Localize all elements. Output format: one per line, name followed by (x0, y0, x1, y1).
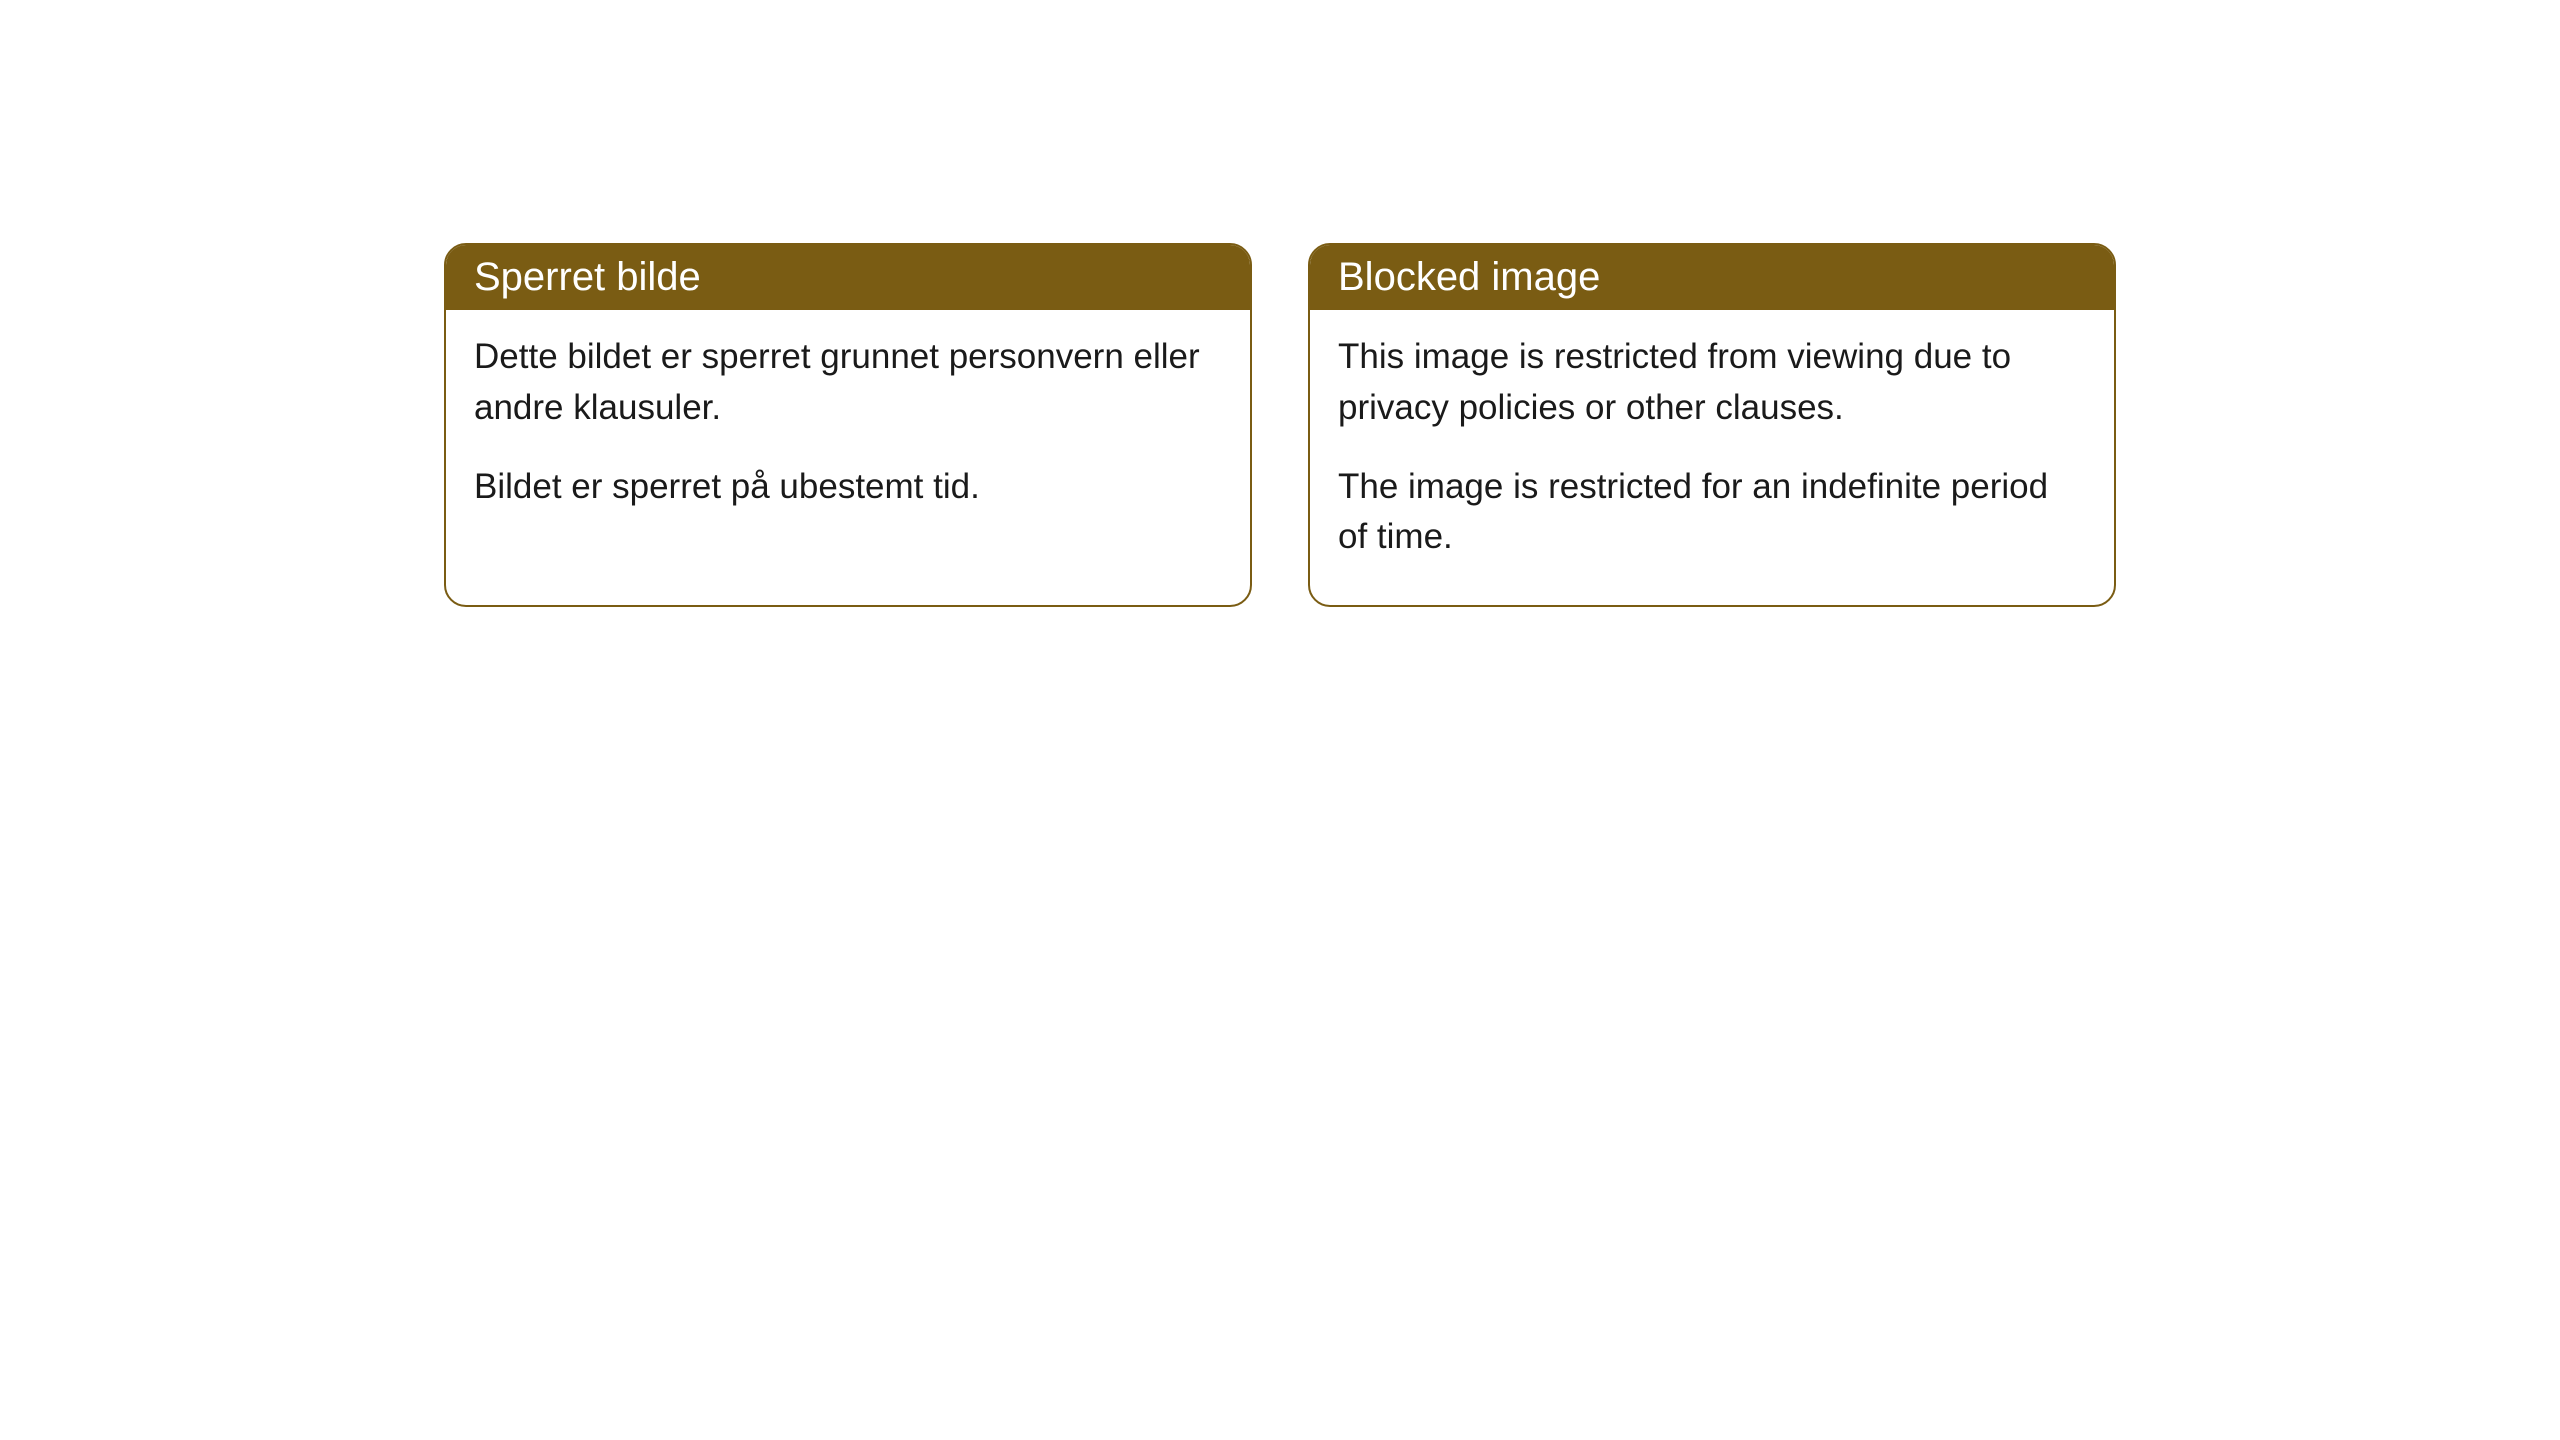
notice-container: Sperret bilde Dette bildet er sperret gr… (444, 243, 2116, 607)
notice-paragraph: The image is restricted for an indefinit… (1338, 462, 2086, 564)
notice-paragraph: This image is restricted from viewing du… (1338, 332, 2086, 434)
notice-header: Blocked image (1310, 245, 2114, 310)
notice-paragraph: Bildet er sperret på ubestemt tid. (474, 462, 1222, 513)
notice-box-norwegian: Sperret bilde Dette bildet er sperret gr… (444, 243, 1252, 607)
notice-body: Dette bildet er sperret grunnet personve… (446, 310, 1250, 554)
notice-body: This image is restricted from viewing du… (1310, 310, 2114, 605)
notice-box-english: Blocked image This image is restricted f… (1308, 243, 2116, 607)
notice-header: Sperret bilde (446, 245, 1250, 310)
notice-paragraph: Dette bildet er sperret grunnet personve… (474, 332, 1222, 434)
